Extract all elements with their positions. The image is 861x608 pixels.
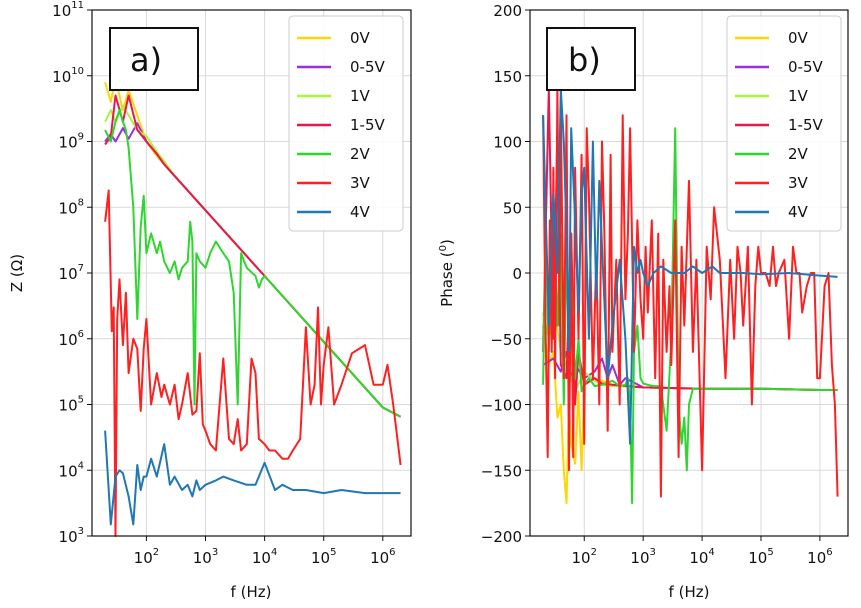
panel-a-x-tick-label: 105 [311, 547, 336, 567]
panel-b-legend-label: 0-5V [788, 58, 823, 76]
panel-b-y-tick-label: 50 [503, 199, 522, 217]
panel-a-legend-label: 0-5V [350, 58, 385, 76]
panel-b-y-tick-label: 100 [493, 134, 522, 152]
panel-b-legend-label: 1-5V [788, 116, 823, 134]
panel-a-y-tick-label: 105 [59, 395, 84, 415]
panel-b-y-tick-label: −150 [481, 462, 522, 480]
panel-b-y-tick-label: 0 [512, 265, 522, 283]
panel-b-legend-label: 1V [788, 87, 809, 105]
panel-b-phase-chart: 102 103 104 105 106 200 150 100 50 0 −50 −100 −150 −2… [438, 2, 849, 601]
panel-a-series-3v [104, 189, 402, 537]
panel-b-series-0v [542, 325, 838, 505]
panel-a-legend-label: 0V [350, 29, 371, 47]
panel-a-impedance-chart: 102 103 104 105 106 103 104 105 106 107 108 109 1010… [8, 0, 412, 601]
panel-b-y-tick-label: −50 [490, 331, 522, 349]
panel-a-y-tick-label: 1011 [52, 0, 84, 20]
panel-b-legend-label: 4V [788, 203, 809, 221]
panel-a-y-tick-label: 109 [59, 132, 84, 152]
panel-b-series-0-5v [542, 350, 838, 391]
panel-b-x-tick-label: 103 [630, 547, 655, 567]
panel-a-y-tick-label: 103 [59, 526, 84, 546]
panel-b-x-tick-label: 102 [572, 547, 597, 567]
panel-a-series-4v [104, 430, 401, 526]
panel-a-legend-label: 2V [350, 145, 371, 163]
panel-a-ticks: 102 103 104 105 106 103 104 105 106 107 108 109 1010… [52, 0, 395, 567]
panel-a-y-axis-label: Z (Ω) [8, 254, 26, 292]
panel-b-label-box: b) [546, 27, 636, 91]
panel-b-legend-label: 3V [788, 174, 809, 192]
panel-a-x-tick-label: 103 [193, 547, 218, 567]
panel-a-x-tick-label: 104 [252, 547, 277, 567]
panel-b-legend: 0V 0-5V 1V 1-5V 2V 3V 4V [726, 15, 842, 232]
panel-a-x-tick-label: 106 [370, 547, 395, 567]
panel-b-x-axis-label: f (Hz) [669, 583, 710, 601]
panel-a-series [104, 77, 402, 537]
panel-a-legend-label: 3V [350, 174, 371, 192]
panel-a-label: a) [130, 41, 162, 79]
panel-b-legend-label: 2V [788, 145, 809, 163]
panel-a-legend: 0V 0-5V 1V 1-5V 2V 3V 4V [288, 15, 404, 232]
panel-a-y-tick-label: 108 [59, 197, 84, 217]
panel-b-y-tick-label: −100 [481, 397, 522, 415]
panel-a-y-tick-label: 106 [59, 329, 84, 349]
panel-b-y-tick-label: −200 [481, 528, 522, 546]
panel-b-label: b) [568, 41, 601, 79]
panel-a-label-box: a) [109, 27, 199, 91]
panel-a-y-tick-label: 1010 [52, 66, 84, 86]
panel-a-series-2v [104, 109, 402, 418]
panel-b-x-tick-label: 104 [689, 547, 714, 567]
panel-a-legend-label: 1V [350, 87, 371, 105]
panel-a-x-tick-label: 102 [134, 547, 159, 567]
panel-b-x-tick-label: 105 [748, 547, 773, 567]
panel-b-ticks: 102 103 104 105 106 200 150 100 50 0 −50 −100 −150 −2… [481, 2, 833, 567]
panel-a-y-tick-label: 104 [59, 460, 84, 480]
panel-b-series-4v [542, 87, 838, 445]
panel-b-y-axis-label: Phase (0) [438, 239, 456, 307]
panel-b-y-tick-label: 200 [493, 2, 522, 20]
panel-a-y-tick-label: 107 [59, 263, 84, 283]
panel-b-legend-label: 0V [788, 29, 809, 47]
panel-b-series [542, 87, 839, 505]
panel-a-x-axis-label: f (Hz) [231, 583, 272, 601]
panel-a-legend-label: 1-5V [350, 116, 385, 134]
panel-b-y-tick-label: 150 [493, 68, 522, 86]
panel-a-legend-label: 4V [350, 203, 371, 221]
panel-b-x-tick-label: 106 [807, 547, 832, 567]
